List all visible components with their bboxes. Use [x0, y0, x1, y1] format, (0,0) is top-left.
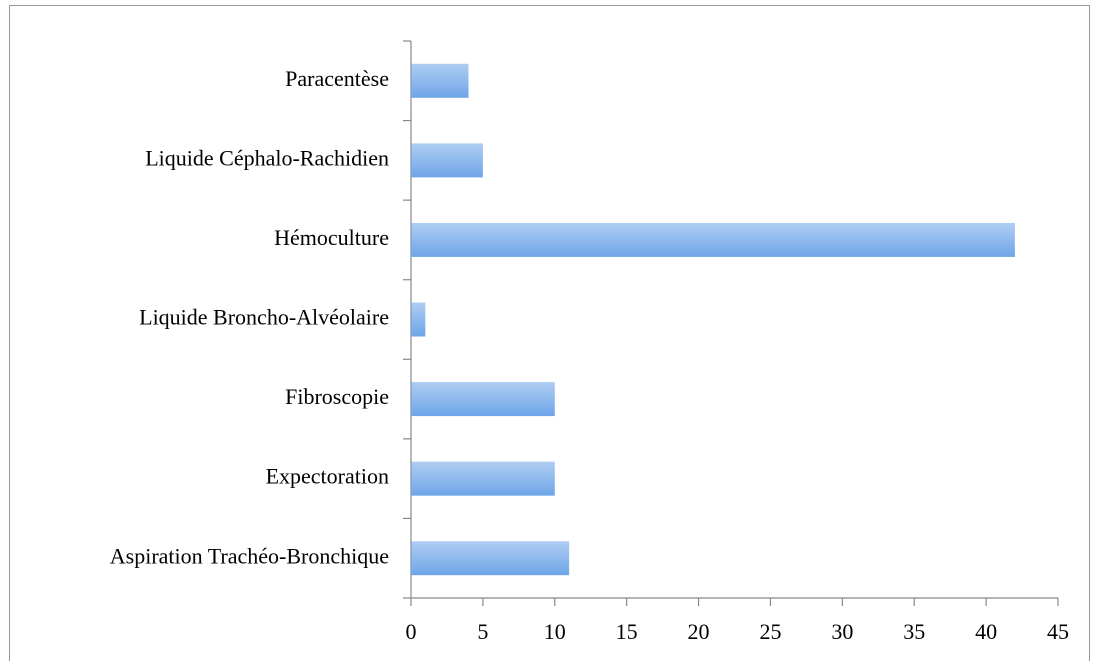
x-tick-label: 0: [406, 619, 417, 644]
bar: [411, 541, 570, 576]
y-tick-label: Paracentèse: [285, 66, 389, 91]
x-tick-label: 15: [616, 619, 638, 644]
x-tick-label: 25: [759, 619, 781, 644]
chart-frame: [9, 5, 1090, 661]
y-tick-label: Aspiration Trachéo-Bronchique: [110, 543, 389, 568]
x-tick-label: 35: [903, 619, 925, 644]
x-tick-label: 20: [688, 619, 710, 644]
bar: [411, 382, 555, 417]
y-tick-label: Hémoculture: [274, 225, 389, 250]
y-tick-label: Liquide Broncho-Alvéolaire: [139, 305, 389, 330]
bar: [411, 302, 426, 337]
x-tick-label: 45: [1047, 619, 1069, 644]
x-tick-label: 10: [544, 619, 566, 644]
bar: [411, 63, 469, 98]
y-tick-label: Liquide Céphalo-Rachidien: [145, 145, 389, 170]
x-tick-label: 30: [831, 619, 853, 644]
x-tick-label: 40: [975, 619, 997, 644]
y-tick-label: Fibroscopie: [285, 384, 389, 409]
y-tick-label: Expectoration: [266, 464, 389, 489]
bar: [411, 222, 1015, 257]
bar: [411, 143, 483, 178]
bar: [411, 461, 555, 496]
x-tick-label: 5: [477, 619, 488, 644]
